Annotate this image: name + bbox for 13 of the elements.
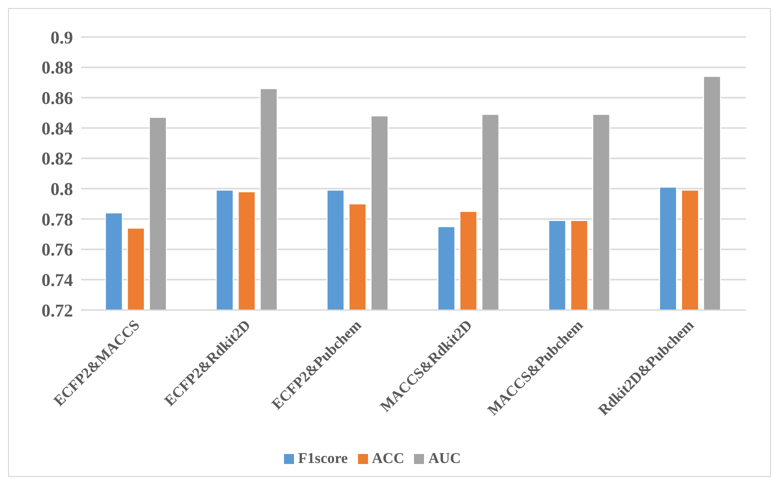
y-tick-label: 0.86: [42, 88, 73, 108]
legend-label: AUC: [428, 451, 461, 467]
y-tick-label: 0.78: [42, 209, 73, 230]
legend-label: ACC: [372, 451, 404, 467]
y-tick-label: 0.8: [50, 179, 73, 200]
y-tick-label: 0.76: [42, 240, 73, 260]
y-tick-label: 0.74: [42, 270, 73, 290]
y-tick-label: 0.88: [42, 58, 73, 78]
y-tick-label: 0.82: [42, 148, 73, 169]
y-tick-label: 0.84: [42, 118, 73, 138]
y-tick-label: 0.72: [42, 300, 73, 320]
legend-label: F1score: [298, 451, 348, 467]
y-tick-label: 0.9: [50, 27, 73, 48]
